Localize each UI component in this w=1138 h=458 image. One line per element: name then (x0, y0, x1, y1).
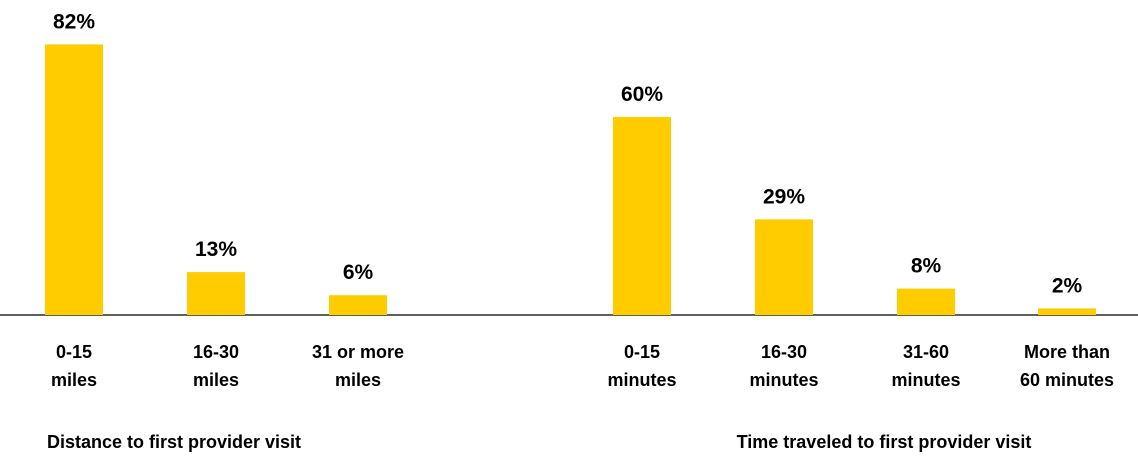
value-label-0-0: 82% (53, 10, 95, 33)
group-title-1: Time traveled to first provider visit (737, 432, 1032, 452)
chart-marks: 82% 0-15 miles 13% 16-30 miles 6% 31 or more mil… (45, 10, 1114, 452)
category-label-0-1-line2: miles (193, 370, 239, 390)
bar-0-1 (187, 272, 245, 315)
category-label-1-3-line2: 60 minutes (1020, 370, 1114, 390)
category-label-1-3-line1: More than (1024, 342, 1110, 362)
value-label-1-0: 60% (621, 83, 663, 106)
value-label-0-1: 13% (195, 238, 237, 261)
category-label-1-1-line2: minutes (749, 370, 818, 390)
category-label-0-1-line1: 16-30 (193, 342, 239, 362)
category-label-0-2-line2: miles (335, 370, 381, 390)
bar-1-0 (613, 117, 671, 315)
category-label-1-0-line1: 0-15 (624, 342, 660, 362)
value-label-1-3: 2% (1052, 274, 1083, 297)
group-title-0: Distance to first provider visit (47, 432, 301, 452)
category-label-0-2-line1: 31 or more (312, 342, 404, 362)
category-label-0-0-line1: 0-15 (56, 342, 92, 362)
value-label-0-2: 6% (343, 261, 374, 284)
category-label-0-0-line2: miles (51, 370, 97, 390)
category-label-1-2-line2: minutes (891, 370, 960, 390)
bar-0-2 (329, 295, 387, 315)
category-label-1-1-line1: 16-30 (761, 342, 807, 362)
category-label-1-2-line1: 31-60 (903, 342, 949, 362)
bar-1-3 (1038, 308, 1096, 315)
bar-1-2 (897, 288, 955, 315)
bar-1-1 (755, 219, 813, 315)
bar-0-0 (45, 44, 103, 316)
value-label-1-1: 29% (763, 185, 805, 208)
value-label-1-2: 8% (911, 255, 942, 278)
category-label-1-0-line2: minutes (607, 370, 676, 390)
